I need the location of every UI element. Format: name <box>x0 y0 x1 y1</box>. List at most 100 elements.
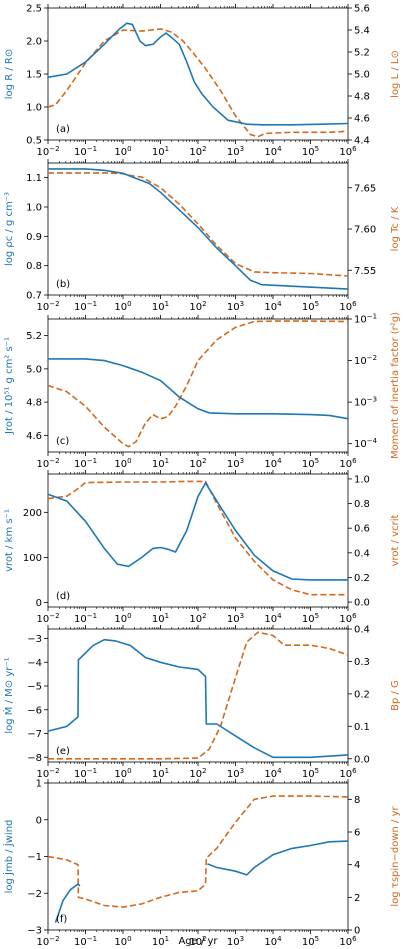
y-right-tick-label: 0.2 <box>354 573 370 584</box>
y-left-tick-label: 1.1 <box>26 173 42 184</box>
y-left-tick-label: 0 <box>36 815 42 826</box>
y-left-tick-label: −6 <box>27 705 42 716</box>
y-left-tick-label: 100 <box>23 553 42 564</box>
right-series-line <box>47 480 348 596</box>
y-right-tick-label: 10−3 <box>354 396 377 409</box>
y-right-tick-label: 10−1 <box>354 313 377 326</box>
x-tick-label: 100 <box>114 935 131 948</box>
x-tick-label: 102 <box>189 300 206 313</box>
y-right-tick-label: 0.6 <box>354 524 370 535</box>
plot-frame <box>47 628 349 763</box>
x-tick-label: 10−2 <box>36 767 59 780</box>
y-right-tick-label: 0.8 <box>354 499 370 510</box>
x-tick-label: 101 <box>152 457 169 470</box>
x-tick-label: 105 <box>302 935 319 948</box>
panel-label: (f) <box>56 914 67 925</box>
y-left-tick-label: 0.9 <box>26 232 42 243</box>
plot-frame <box>47 7 349 141</box>
y-right-tick-label: 5.4 <box>354 26 370 37</box>
plot-frame <box>47 318 349 453</box>
panel-1: 0.7 0.8 0.9 1.0 1.1 7.55 7.60 7.65 (b) log ρc / g… <box>4 159 401 302</box>
y-left-tick-label: −1 <box>27 852 42 863</box>
x-tick-label: 106 <box>339 935 357 948</box>
panel-3: 0 100 200 0.0 0.2 0.4 0.6 0.8 1.0 (d) vrot / km s⁻… <box>4 470 401 611</box>
right-series-line <box>48 172 349 277</box>
x-axis-label: Age / yr <box>178 936 218 947</box>
y-right-tick-label: 4.8 <box>354 92 370 103</box>
y-right-tick-label: 4 <box>354 860 360 871</box>
y-left-tick-label: 5.0 <box>26 364 42 375</box>
x-tick-label: 105 <box>302 145 319 158</box>
x-tick-label: 102 <box>189 145 206 158</box>
panel-2: 4.6 4.8 5.0 5.2 (c) Jrot / 10⁵¹ g cm² s⁻¹ Mome… <box>4 312 401 459</box>
x-tick-label: 102 <box>189 935 206 948</box>
y-left-tick-label: 1.0 <box>26 103 42 114</box>
x-tick-label: 103 <box>227 935 244 948</box>
x-tick-label: 104 <box>264 145 282 158</box>
y-right-axis-label: Bp / G <box>390 680 401 711</box>
x-tick-label: 101 <box>152 145 169 158</box>
left-series-line <box>47 481 348 581</box>
x-tick-label: 103 <box>227 767 244 780</box>
plot-frame <box>47 473 349 608</box>
y-left-tick-label: 5.2 <box>26 331 42 342</box>
x-tick-label: 104 <box>264 935 282 948</box>
x-tick-label: 106 <box>339 457 357 470</box>
y-right-tick-label: 0.1 <box>354 722 370 733</box>
panel-label: (a) <box>56 124 70 135</box>
y-left-tick-label: −3 <box>27 926 42 937</box>
x-tick-label: 10−2 <box>36 612 59 625</box>
y-left-tick-label: −4 <box>27 658 42 669</box>
y-right-tick-label: 4.6 <box>354 114 370 125</box>
x-tick-label: 101 <box>152 767 169 780</box>
x-tick-label: 100 <box>114 145 131 158</box>
y-right-tick-label: 10−4 <box>354 437 378 450</box>
y-left-tick-label: 2.0 <box>26 37 42 48</box>
y-left-tick-label: 2.5 <box>26 4 42 15</box>
y-right-tick-label: 10−2 <box>354 354 377 367</box>
x-tick-label: 105 <box>302 612 319 625</box>
left-series-line <box>47 22 349 126</box>
left-series-line-2 <box>207 840 349 876</box>
y-left-axis-label: Jrot / 10⁵¹ g cm² s⁻¹ <box>4 337 15 435</box>
y-left-axis-label: log Ṁ / M⊙ yr⁻¹ <box>2 657 15 733</box>
y-left-tick-label: 1.0 <box>26 203 42 214</box>
y-right-tick-label: 5.6 <box>354 4 370 15</box>
y-left-tick-label: −3 <box>27 634 42 645</box>
y-left-tick-label: 1 <box>36 779 42 790</box>
y-left-axis-label: log R / R⊙ <box>4 49 15 99</box>
y-right-tick-label: 7.65 <box>354 183 376 194</box>
right-series-line <box>47 320 349 448</box>
panel-5: −3 −2 −1 0 1 0 2 4 6 8 (f) log J̇mb / J̇wind log τsp… <box>2 779 401 937</box>
y-left-tick-label: 0.5 <box>26 136 42 147</box>
y-right-axis-label: Moment of inertia factor (r²g) <box>390 312 401 459</box>
x-tick-label: 104 <box>264 457 282 470</box>
x-tick-label: 104 <box>264 612 282 625</box>
x-tick-label: 100 <box>114 457 131 470</box>
x-tick-label: 106 <box>339 145 357 158</box>
y-right-tick-label: 4.4 <box>354 136 370 147</box>
y-right-axis-label: log Tc / K <box>390 206 401 251</box>
x-tick-label: 105 <box>302 300 319 313</box>
x-tick-label: 10−2 <box>36 935 59 948</box>
y-right-tick-label: 6 <box>354 828 360 839</box>
x-tick-label: 104 <box>264 300 282 313</box>
x-tick-label: 10−1 <box>74 767 97 780</box>
left-series-line <box>47 638 349 759</box>
x-tick-label: 10−1 <box>74 300 97 313</box>
x-tick-label: 103 <box>227 145 244 158</box>
x-tick-label: 101 <box>152 935 169 948</box>
y-right-tick-label: 0.3 <box>354 657 370 668</box>
right-series-line <box>48 631 349 760</box>
x-tick-label: 10−2 <box>36 145 59 158</box>
x-tick-label: 102 <box>189 457 206 470</box>
x-tick-label: 100 <box>114 612 131 625</box>
panel-label: (c) <box>56 436 69 447</box>
y-left-tick-label: 1.5 <box>26 70 42 81</box>
y-right-tick-label: 2 <box>354 893 360 904</box>
x-tick-label: 106 <box>339 767 357 780</box>
y-left-axis-label: log ρc / g cm⁻³ <box>4 192 15 266</box>
x-tick-label: 10−1 <box>74 145 97 158</box>
y-right-tick-label: 5.0 <box>354 70 370 81</box>
